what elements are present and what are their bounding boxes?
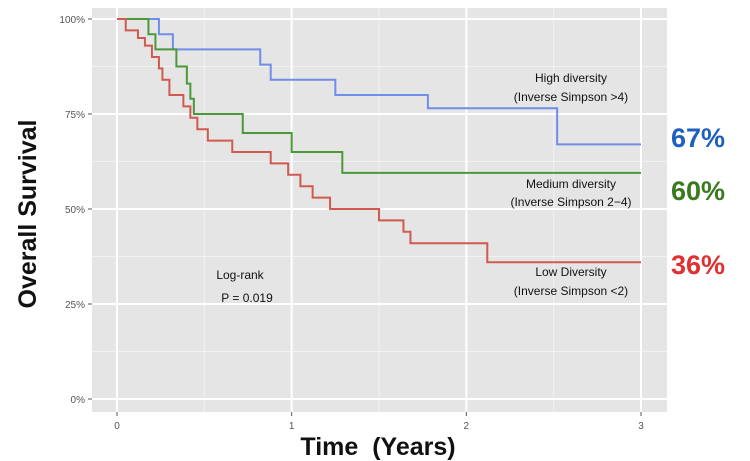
survival-curve-low bbox=[117, 18, 641, 264]
series-labels: High diversity (Inverse Simpson >4) 67% Med… bbox=[510, 71, 725, 298]
annotation-logrank: Log-rank bbox=[216, 268, 264, 282]
series-label-name: Medium diversity bbox=[526, 177, 616, 191]
end-survival-label: 36% bbox=[671, 250, 725, 280]
y-tick-label: 0% bbox=[71, 395, 86, 406]
y-tick-label: 50% bbox=[65, 205, 85, 216]
series-label-detail: (Inverse Simpson 2−4) bbox=[510, 195, 631, 209]
series-label-name: High diversity bbox=[535, 71, 607, 85]
survival-curve-high bbox=[117, 18, 641, 146]
y-tick-label: 25% bbox=[65, 300, 85, 311]
axis-ticks: 0% 25% 50% 75% 100% 0 1 2 3 bbox=[59, 15, 644, 432]
series-label-detail: (Inverse Simpson <2) bbox=[514, 284, 628, 298]
series-label-detail: (Inverse Simpson >4) bbox=[514, 90, 628, 104]
y-axis-title: Overall Survival bbox=[14, 119, 42, 308]
x-tick-label: 3 bbox=[638, 421, 644, 432]
x-tick-label: 0 bbox=[114, 421, 120, 432]
survival-curve-medium bbox=[117, 18, 641, 174]
x-axis-title: Time (Years) bbox=[300, 433, 455, 461]
end-survival-label: 67% bbox=[671, 123, 725, 153]
x-tick-label: 2 bbox=[464, 421, 470, 432]
y-tick-label: 75% bbox=[65, 110, 85, 121]
survival-curves bbox=[117, 18, 641, 264]
end-survival-label: 60% bbox=[671, 176, 725, 206]
x-tick-label: 1 bbox=[289, 421, 295, 432]
annotation-pvalue: P = 0.019 bbox=[221, 291, 273, 305]
y-tick-label: 100% bbox=[59, 15, 85, 26]
series-label-name: Low Diversity bbox=[535, 265, 606, 279]
